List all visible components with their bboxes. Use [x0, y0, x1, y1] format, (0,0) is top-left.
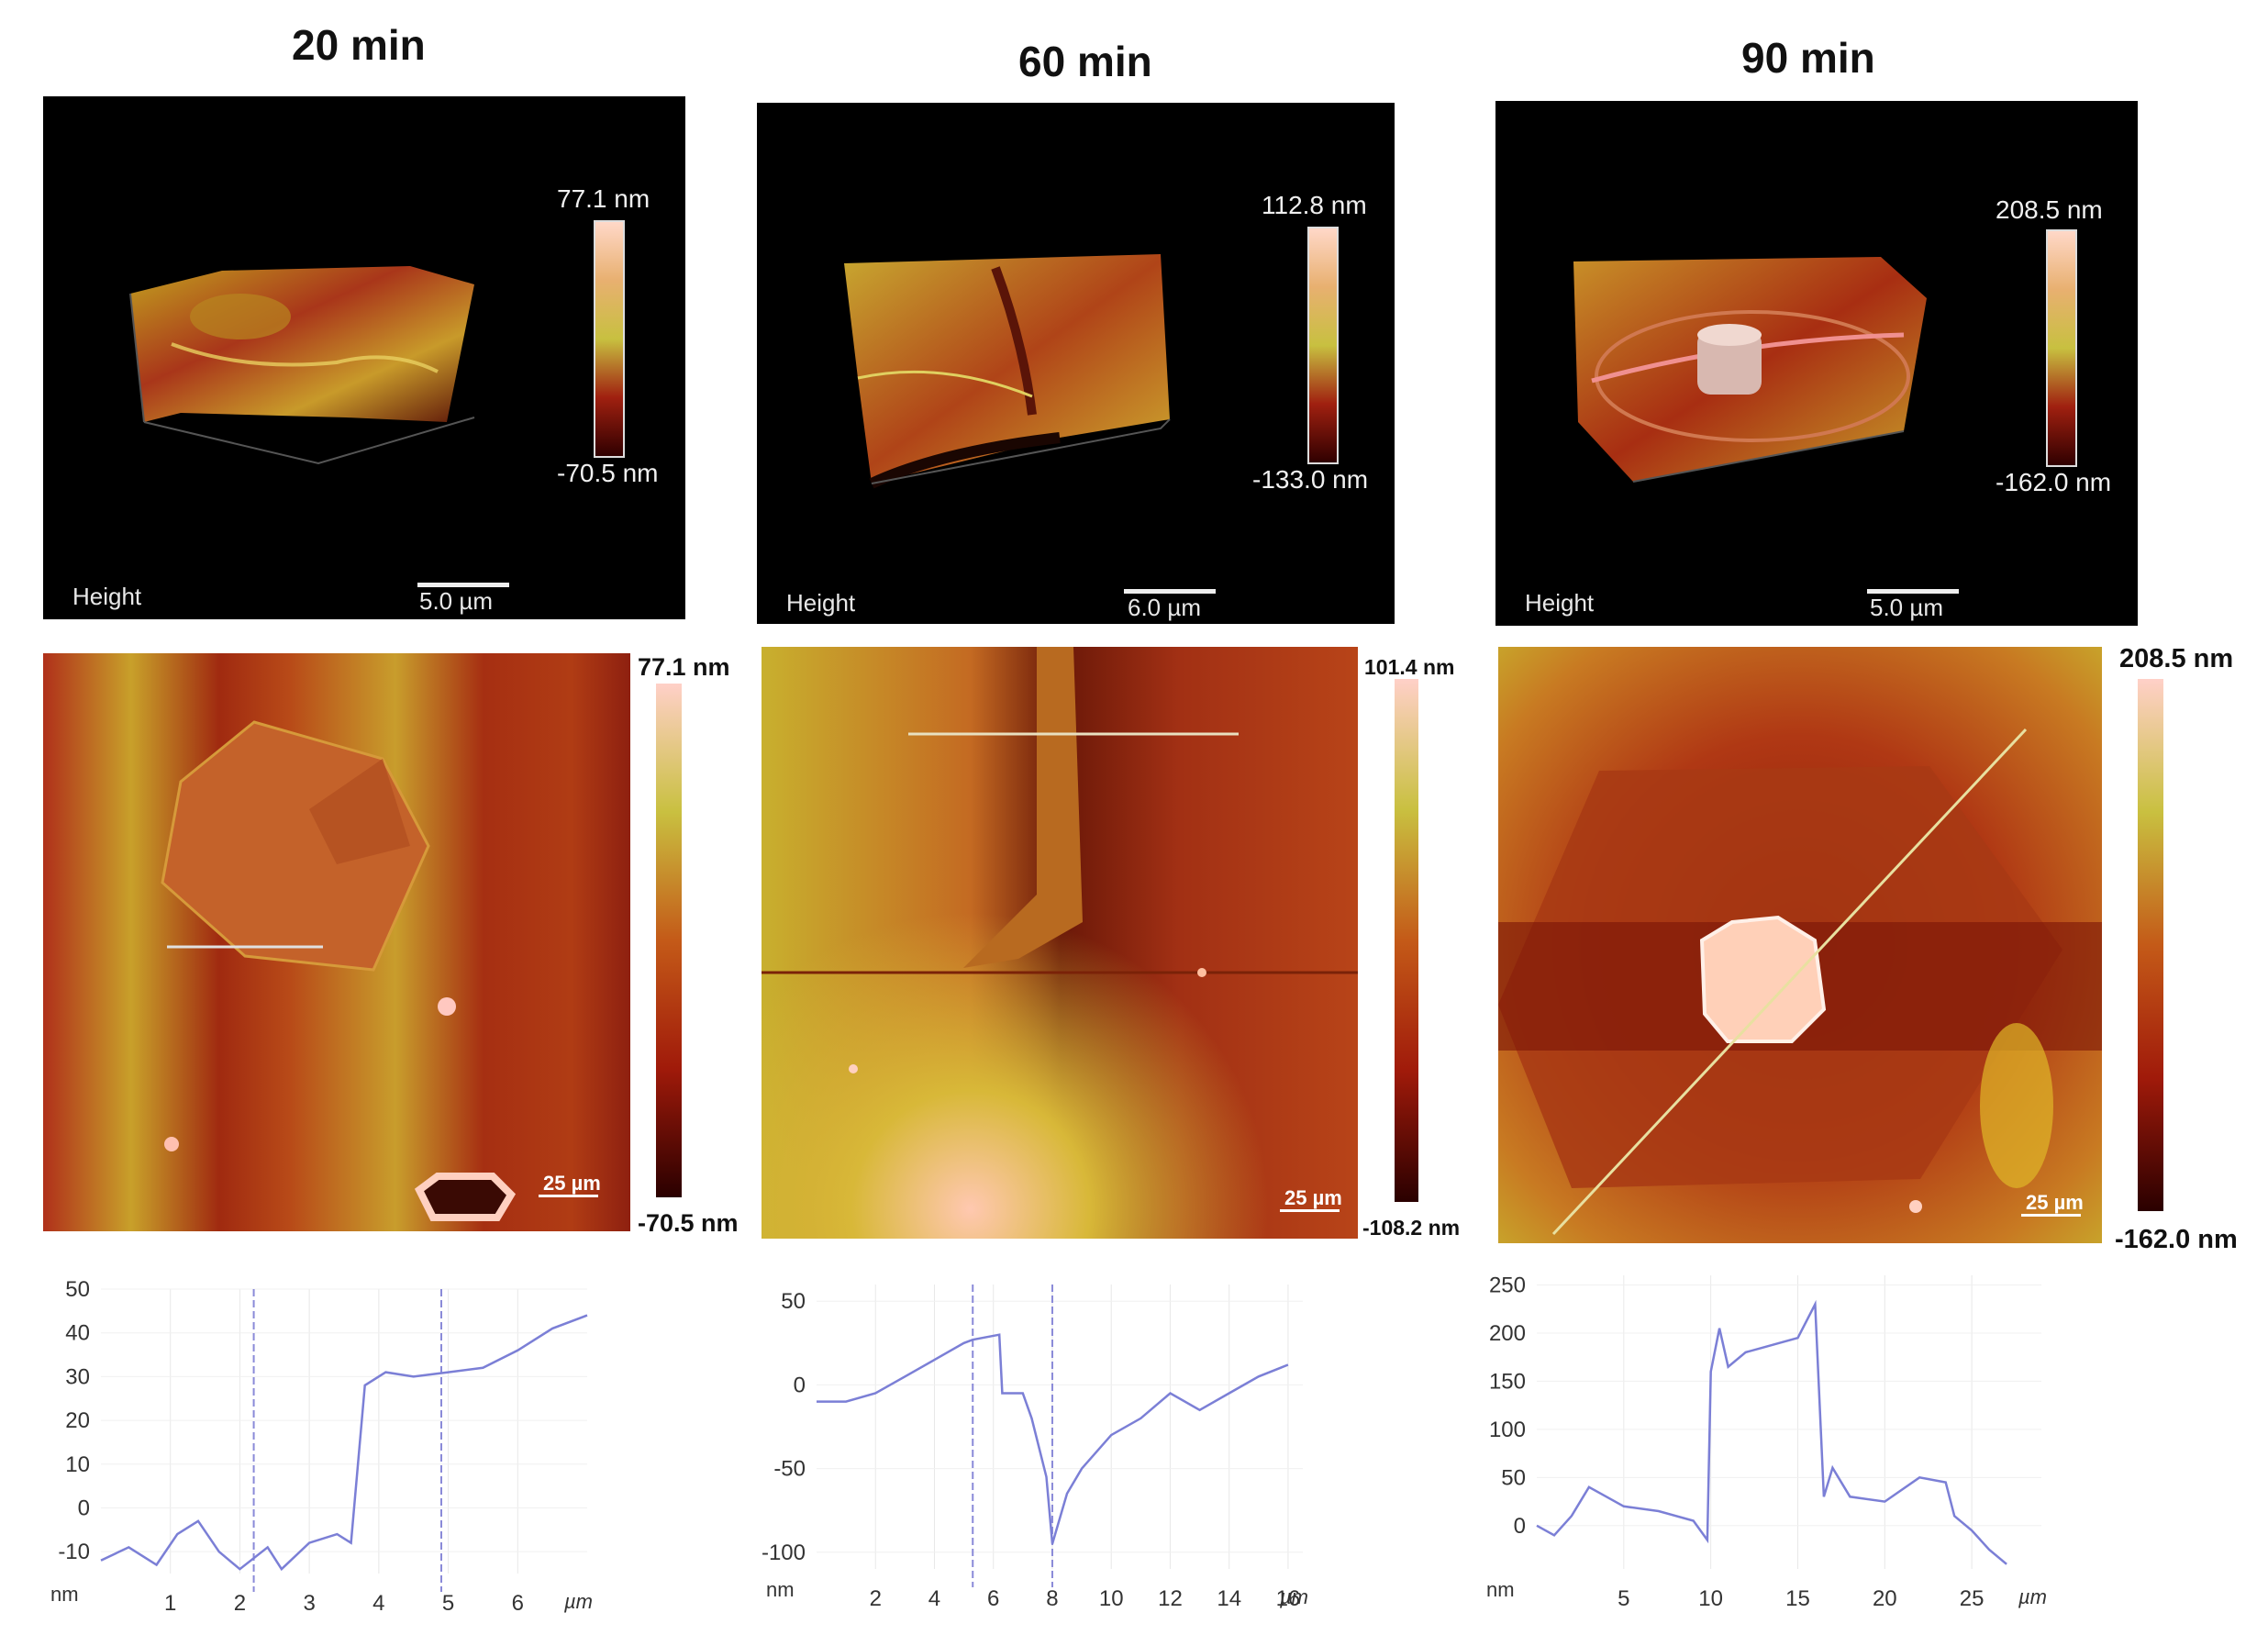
x-tick-label: 10: [1099, 1586, 1124, 1611]
afm-3d-panel-60min: Height 6.0 µm 112.8 nm -133.0 nm: [757, 103, 1395, 624]
y-tick-label: 50: [781, 1289, 806, 1314]
map-colorbar-min: -162.0 nm: [2115, 1225, 2238, 1254]
x-tick-label: 6: [987, 1586, 999, 1611]
colorbar-max: 208.5 nm: [1996, 195, 2103, 224]
x-tick-label: 5: [442, 1591, 454, 1616]
scale-bar: [417, 583, 509, 587]
map-scale-label: 25 µm: [2026, 1191, 2084, 1214]
y-tick-label: 150: [1489, 1369, 1526, 1394]
y-tick-label: -100: [762, 1540, 806, 1565]
map-scale-label: 25 µm: [1284, 1186, 1342, 1209]
map-colorbar: [2138, 679, 2163, 1211]
x-tick-label: 4: [928, 1586, 940, 1611]
y-unit-label: nm: [1486, 1578, 1515, 1601]
map-colorbar-max: 208.5 nm: [2119, 644, 2234, 673]
x-tick-label: 10: [1698, 1586, 1723, 1611]
afm-height-map-60min: 25 µm: [762, 647, 1358, 1239]
colorbar: [594, 220, 625, 458]
profile-chart-90min: 5 10 15 20 25 250 200 150 100 50 0 nm µm: [1486, 1273, 2047, 1611]
x-tick-label: 5: [1618, 1586, 1629, 1611]
scale-bar: [1124, 589, 1216, 594]
x-tick-label: 12: [1158, 1586, 1183, 1611]
x-tick-label: 2: [870, 1586, 882, 1611]
x-tick-label: 25: [1960, 1586, 1984, 1611]
afm-3d-surface-20min: [129, 266, 475, 465]
colorbar-max: 77.1 nm: [557, 184, 650, 213]
scale-bar-label: 5.0 µm: [1870, 594, 1944, 621]
afm-height-map-20min: 25 µm: [43, 653, 630, 1231]
y-tick-label: 30: [65, 1364, 90, 1389]
profile-line: [100, 1314, 588, 1572]
y-tick-label: 250: [1489, 1273, 1526, 1297]
title-90min: 90 min: [1741, 34, 1875, 82]
title-20min: 20 min: [292, 21, 426, 69]
map-colorbar: [656, 684, 682, 1197]
title-60min: 60 min: [1018, 38, 1152, 85]
profile-line: [1536, 1299, 2007, 1565]
x-tick-label: 8: [1046, 1586, 1058, 1611]
y-tick-label: 100: [1489, 1418, 1526, 1442]
x-unit-label: µm: [563, 1590, 593, 1613]
y-unit-label: nm: [50, 1583, 79, 1606]
y-tick-label: 0: [794, 1373, 806, 1397]
height-label: Height: [786, 589, 856, 617]
y-tick-label: 0: [1514, 1514, 1526, 1539]
map-colorbar-max: 77.1 nm: [638, 653, 730, 681]
y-tick-label: 10: [65, 1452, 90, 1477]
colorbar: [2046, 229, 2077, 467]
height-label: Height: [72, 583, 142, 610]
afm-3d-panel-90min: Height 5.0 µm 208.5 nm -162.0 nm: [1495, 101, 2138, 626]
x-tick-label: 15: [1785, 1586, 1810, 1611]
colorbar-min: -133.0 nm: [1252, 465, 1369, 494]
profile-chart-60min: 2 4 6 8 10 12 14 16 50 0 -50 -100 nm µm: [762, 1285, 1308, 1611]
y-tick-label: 40: [65, 1321, 90, 1346]
map-colorbar-max: 101.4 nm: [1364, 655, 1455, 679]
y-tick-label: 20: [65, 1408, 90, 1433]
scale-bar: [1867, 589, 1959, 594]
colorbar-min: -162.0 nm: [1996, 468, 2112, 496]
y-unit-label: nm: [766, 1578, 795, 1601]
x-tick-label: 14: [1217, 1586, 1241, 1611]
afm-3d-surface-60min: [844, 254, 1171, 489]
x-tick-label: 4: [372, 1591, 384, 1616]
profile-line: [817, 1333, 1289, 1544]
y-tick-label: 50: [65, 1277, 90, 1302]
x-tick-label: 3: [303, 1591, 315, 1616]
afm-height-map-90min: 25 µm: [1498, 647, 2102, 1243]
x-tick-label: 1: [164, 1591, 176, 1616]
height-profile-60min: 2 4 6 8 10 12 14 16 50 0 -50 -100 nm µm: [752, 1266, 1321, 1633]
x-tick-label: 16: [1276, 1586, 1301, 1611]
colorbar-min: -70.5 nm: [557, 459, 659, 487]
y-tick-label: -10: [58, 1540, 90, 1564]
scale-bar-label: 6.0 µm: [1128, 594, 1202, 621]
height-profile-20min: 1 2 3 4 5 6 50 40 30 20 10 0 -10 nm µm: [37, 1271, 606, 1638]
height-profile-90min: 5 10 15 20 25 250 200 150 100 50 0 nm µm: [1473, 1257, 2060, 1633]
scale-bar-label: 5.0 µm: [419, 587, 494, 615]
afm-3d-panel-20min: Height 5.0 µm 77.1 nm -70.5 nm: [43, 96, 685, 619]
map-colorbar: [1395, 679, 1418, 1202]
profile-chart-20min: 1 2 3 4 5 6 50 40 30 20 10 0 -10 nm µm: [50, 1277, 593, 1616]
map-scale-label: 25 µm: [543, 1172, 601, 1195]
map-colorbar-min: -108.2 nm: [1362, 1216, 1461, 1240]
colorbar-max: 112.8 nm: [1262, 191, 1367, 219]
height-label: Height: [1525, 589, 1595, 617]
y-tick-label: 0: [78, 1496, 90, 1520]
x-tick-label: 2: [234, 1591, 246, 1616]
map-colorbar-min: -70.5 nm: [638, 1209, 739, 1237]
y-tick-label: 200: [1489, 1321, 1526, 1346]
x-tick-label: 20: [1873, 1586, 1897, 1611]
x-unit-label: µm: [2018, 1585, 2047, 1608]
x-tick-label: 6: [512, 1591, 524, 1616]
y-tick-label: -50: [773, 1457, 806, 1482]
x-unit-label: µm: [1279, 1585, 1308, 1608]
y-tick-label: 50: [1501, 1465, 1526, 1490]
colorbar: [1307, 227, 1339, 464]
afm-3d-surface-90min: [1573, 257, 1927, 483]
